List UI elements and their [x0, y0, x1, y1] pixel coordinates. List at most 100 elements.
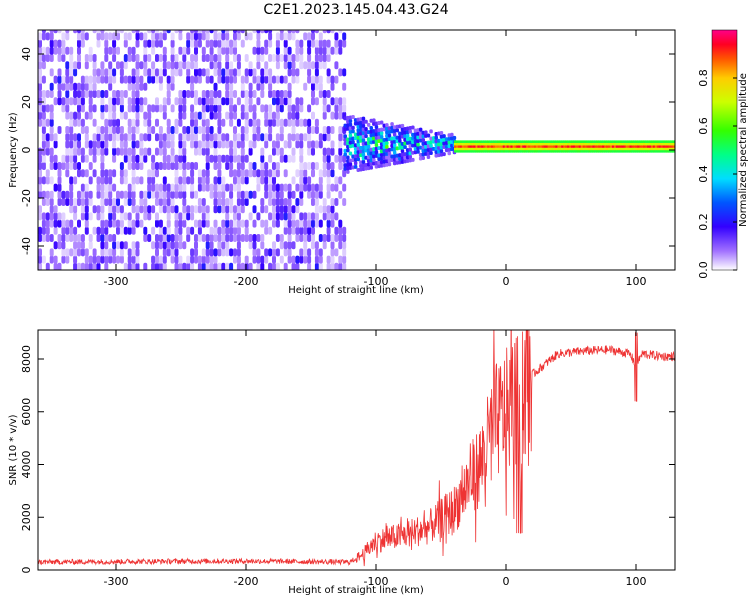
spectrogram-cell [567, 147, 570, 151]
spectrogram-cell [65, 30, 70, 34]
spectrogram-cell [639, 150, 642, 153]
spectrogram-cell [461, 147, 465, 151]
spectrogram-cell [649, 150, 652, 153]
spectrogram-cell [217, 162, 222, 170]
spectrogram-cell [463, 145, 467, 148]
spectrogram-cell [233, 234, 237, 242]
spectrogram-cell [201, 255, 206, 264]
spectrogram-cell [408, 147, 412, 152]
spectrogram-cell [295, 75, 300, 84]
spectrogram-cell [268, 212, 273, 221]
spectrogram-cell [61, 82, 66, 91]
spectrogram-cell [454, 145, 457, 148]
spectrogram-cell [459, 150, 463, 153]
spectrogram-cell [272, 183, 276, 192]
spectrogram-cell [645, 140, 648, 143]
spectrogram-cell [236, 162, 241, 170]
spectrogram-cell [528, 150, 531, 153]
spectrogram-cell [80, 90, 85, 98]
spectrogram-cell [77, 30, 81, 34]
spectrogram-cell [225, 75, 230, 84]
spectrogram-cell [162, 61, 167, 70]
spectrogram-cell [272, 111, 276, 120]
spectrogram-cell [225, 30, 230, 34]
spectrogram-cell [512, 142, 515, 146]
spectrogram-cell [174, 30, 179, 34]
spectrogram-cell [65, 133, 70, 142]
spectrogram-cell [240, 82, 245, 91]
spectrogram-cell [80, 212, 85, 221]
spectrogram-cell [151, 255, 156, 264]
spectrogram-cell [166, 226, 171, 235]
spectrogram-cell [147, 54, 152, 62]
spectrogram-cell [217, 32, 222, 41]
spectrogram-cell [287, 111, 292, 120]
spectrogram-cell [283, 54, 288, 62]
spectrogram-cell [104, 46, 109, 55]
spectrogram-cell [178, 255, 183, 264]
spectrogram-cell [279, 212, 284, 221]
spectrogram-cell [582, 142, 586, 146]
spectrogram-cell [576, 142, 580, 146]
spectrogram-cell [201, 219, 206, 228]
spectrogram-cell [580, 140, 584, 143]
spectrogram-cell [539, 147, 543, 151]
spectrogram-cell [275, 32, 280, 41]
spectrogram-cell [158, 198, 163, 206]
spectrogram-cell [508, 142, 512, 146]
spectrogram-cell [88, 198, 93, 206]
spectrogram-cell [236, 169, 241, 178]
spectrogram-cell [565, 150, 568, 153]
spectrogram-cell [264, 162, 269, 170]
spectrogram-cell [400, 149, 405, 154]
spectrogram-cell [574, 150, 578, 153]
spectrogram-cell [61, 162, 66, 170]
spectrogram-cell [549, 150, 553, 153]
spectrogram-cell [100, 140, 105, 149]
spectrogram-cell [283, 212, 288, 221]
spectrogram-cell [166, 118, 171, 127]
spectrogram-cell [158, 226, 163, 235]
spectrogram-cell [229, 118, 234, 127]
spectrogram-cell [131, 46, 136, 55]
spectrogram-cell [162, 183, 167, 192]
spectrogram-cell [190, 248, 195, 257]
spectrogram-cell [240, 205, 245, 214]
spectrogram-cell [272, 118, 276, 127]
spectrogram-cell [520, 150, 523, 153]
spectrogram-cell [213, 183, 218, 192]
spectrogram-cell [108, 118, 113, 127]
spectrogram-cell [600, 140, 603, 143]
spectrogram-cell [170, 61, 175, 70]
spectrogram-cell [77, 248, 81, 257]
spectrogram-cell [116, 205, 120, 214]
spectrogram-cell [57, 262, 62, 270]
spectrogram-cell [41, 30, 46, 34]
spectrogram-cell [342, 169, 347, 178]
spectrogram-cell [112, 169, 117, 178]
spectrogram-cell [520, 145, 523, 148]
spectrogram-cell [233, 54, 237, 62]
spectrogram-cell [53, 262, 58, 270]
spectrogram-cell [330, 248, 335, 257]
spectrogram-cell [190, 190, 195, 199]
spectrogram-cell [643, 145, 646, 148]
spectrogram-cell [516, 147, 519, 151]
spectrogram-cell [151, 46, 156, 55]
spectrogram-cell [390, 122, 394, 127]
spectrogram-cell [260, 147, 265, 156]
spectrogram-cell [69, 226, 74, 235]
spectrogram-cell [532, 147, 535, 151]
spectrogram-cell [65, 75, 70, 84]
spectrogram-cell [49, 32, 54, 41]
spectrogram-cell [502, 142, 506, 146]
spectrogram-cell [637, 147, 640, 151]
spectrogram-cell [264, 46, 269, 55]
spectrogram-cell [291, 104, 296, 113]
spectrogram-cell [578, 150, 582, 153]
spectrogram-cell [557, 140, 560, 143]
spectrogram-cell [123, 90, 128, 98]
spectrogram-cell [514, 140, 517, 143]
spectrogram-cell [272, 190, 276, 199]
